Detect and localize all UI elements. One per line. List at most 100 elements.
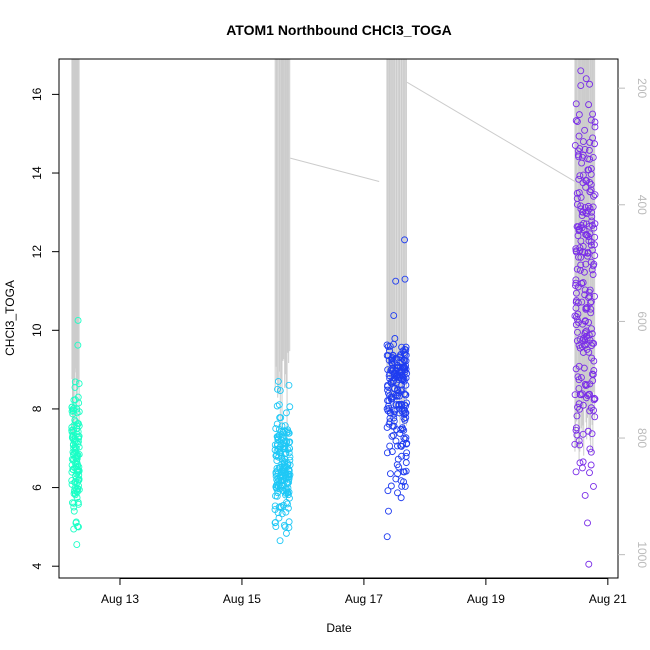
data-point [383, 341, 391, 349]
y-tick-label: 16 [30, 87, 44, 101]
data-point [587, 309, 595, 317]
data-point [393, 392, 401, 400]
data-point [395, 401, 403, 409]
data-point [574, 310, 582, 318]
data-point [276, 443, 284, 451]
data-point [398, 424, 406, 432]
data-point [68, 423, 76, 431]
data-point [286, 453, 294, 461]
data-point [73, 425, 81, 433]
data-point [584, 166, 592, 174]
data-point [280, 464, 288, 472]
data-point [72, 444, 80, 452]
data-point [401, 401, 409, 409]
data-point [75, 476, 83, 484]
data-point [579, 179, 587, 187]
data-point [394, 455, 402, 463]
data-point [576, 247, 584, 255]
data-point [583, 334, 591, 342]
data-points [68, 67, 599, 568]
data-point [573, 118, 581, 125]
data-point [399, 468, 407, 476]
altitude-connector [406, 81, 576, 182]
y-tick-label: 8 [30, 405, 44, 412]
data-point [591, 413, 599, 421]
data-point [588, 208, 596, 216]
data-point [274, 377, 282, 385]
data-point [588, 213, 596, 221]
data-point [75, 380, 83, 388]
data-point [589, 271, 597, 278]
data-point [73, 541, 81, 549]
data-point [572, 468, 580, 476]
data-point [577, 253, 585, 261]
data-point [386, 414, 394, 422]
data-point [279, 429, 287, 436]
data-point [384, 487, 392, 495]
data-point [591, 123, 599, 131]
data-point [386, 442, 394, 450]
data-point [581, 145, 589, 153]
data-point [285, 444, 293, 452]
data-point [579, 279, 587, 287]
data-point [74, 393, 82, 401]
data-point [402, 346, 410, 354]
data-point [285, 478, 293, 486]
secondary-y-tick-label: 600 [635, 311, 649, 331]
data-point [392, 437, 400, 445]
data-point [578, 212, 586, 219]
x-tick-label: Aug 21 [589, 592, 627, 606]
data-point [574, 151, 582, 159]
data-point [383, 533, 391, 541]
data-point [581, 328, 589, 336]
data-point [584, 252, 591, 260]
data-point [582, 394, 590, 402]
data-point [273, 442, 281, 450]
x-tick-label: Aug 15 [223, 592, 261, 606]
data-point [274, 483, 282, 491]
data-point [586, 445, 594, 453]
data-point [572, 298, 580, 306]
data-point [578, 208, 586, 216]
y-tick-label: 4 [30, 563, 44, 570]
data-point [585, 146, 593, 154]
data-point [581, 491, 589, 499]
data-point [74, 452, 82, 460]
data-point [576, 335, 584, 343]
data-point [280, 521, 288, 529]
data-point [284, 491, 292, 499]
data-point [577, 237, 585, 245]
data-point [591, 118, 599, 126]
data-point [589, 154, 597, 161]
data-point [577, 202, 585, 210]
data-point [75, 523, 82, 531]
data-point [274, 433, 282, 441]
data-point [574, 328, 581, 336]
data-point [398, 358, 406, 366]
data-point [589, 110, 597, 118]
data-point [388, 356, 396, 364]
data-point [386, 470, 394, 478]
data-point [272, 452, 280, 460]
data-point [588, 330, 596, 338]
data-point [574, 373, 582, 381]
y-tick-label: 10 [30, 323, 44, 337]
data-point [73, 488, 81, 495]
data-point [584, 248, 592, 256]
data-point [590, 367, 598, 374]
data-point [396, 405, 403, 413]
data-point [576, 244, 584, 252]
data-point [576, 266, 584, 274]
data-point [401, 236, 409, 244]
data-point [582, 305, 590, 313]
data-point [400, 375, 408, 383]
data-point [581, 286, 589, 294]
data-point [388, 448, 396, 456]
data-point [390, 431, 397, 439]
data-point [401, 275, 409, 283]
data-point [393, 362, 401, 370]
data-point [395, 376, 403, 384]
data-point [278, 422, 286, 430]
data-point [587, 305, 595, 313]
data-point [69, 410, 77, 418]
